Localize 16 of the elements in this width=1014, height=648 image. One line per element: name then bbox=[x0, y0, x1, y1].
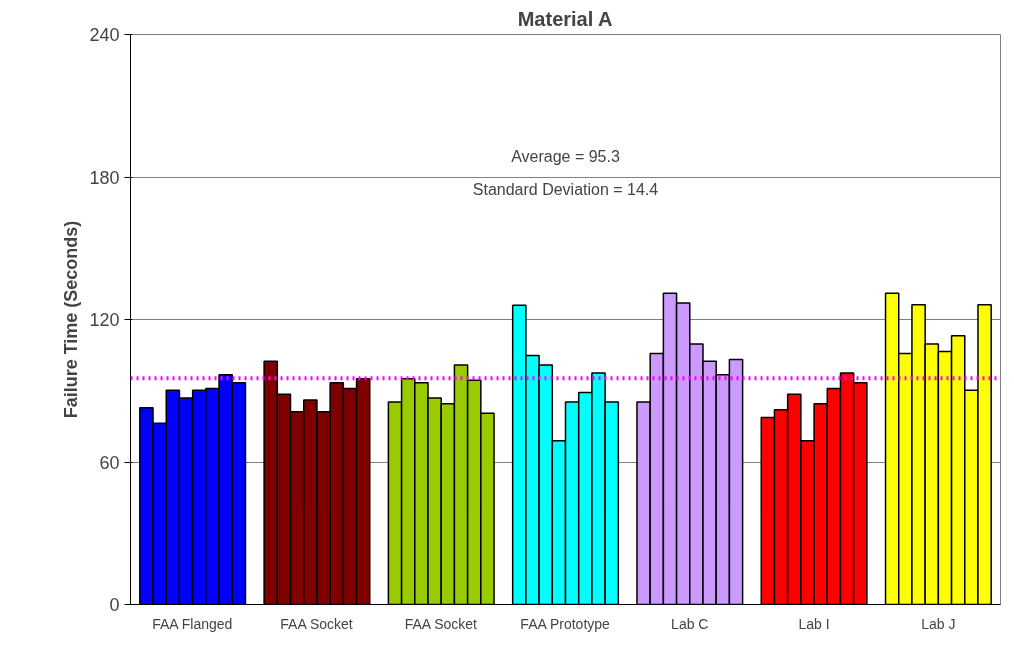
y-tick-label: 0 bbox=[109, 595, 120, 615]
annotation: Average = 95.3 bbox=[511, 147, 620, 165]
x-tick-label: Lab J bbox=[921, 615, 956, 632]
x-tick-label: Lab I bbox=[798, 615, 830, 632]
x-tick-label: Lab C bbox=[671, 615, 709, 632]
x-tick-label: FAA Socket bbox=[280, 615, 353, 632]
x-tick-label: FAA Socket bbox=[404, 615, 478, 632]
y-tick-label: 60 bbox=[99, 452, 120, 473]
x-tick-label: FAA Flanged bbox=[152, 615, 233, 632]
x-tick-label: FAA Prototype bbox=[520, 615, 611, 632]
chart-title: Material A bbox=[517, 7, 613, 30]
y-axis-title: Failure Time (Seconds) bbox=[61, 220, 82, 419]
y-tick-label: 180 bbox=[89, 167, 120, 188]
y-tick-label: 120 bbox=[89, 310, 120, 330]
y-tick-label: 240 bbox=[89, 25, 120, 45]
annotation: Standard Deviation = 14.4 bbox=[472, 180, 659, 198]
